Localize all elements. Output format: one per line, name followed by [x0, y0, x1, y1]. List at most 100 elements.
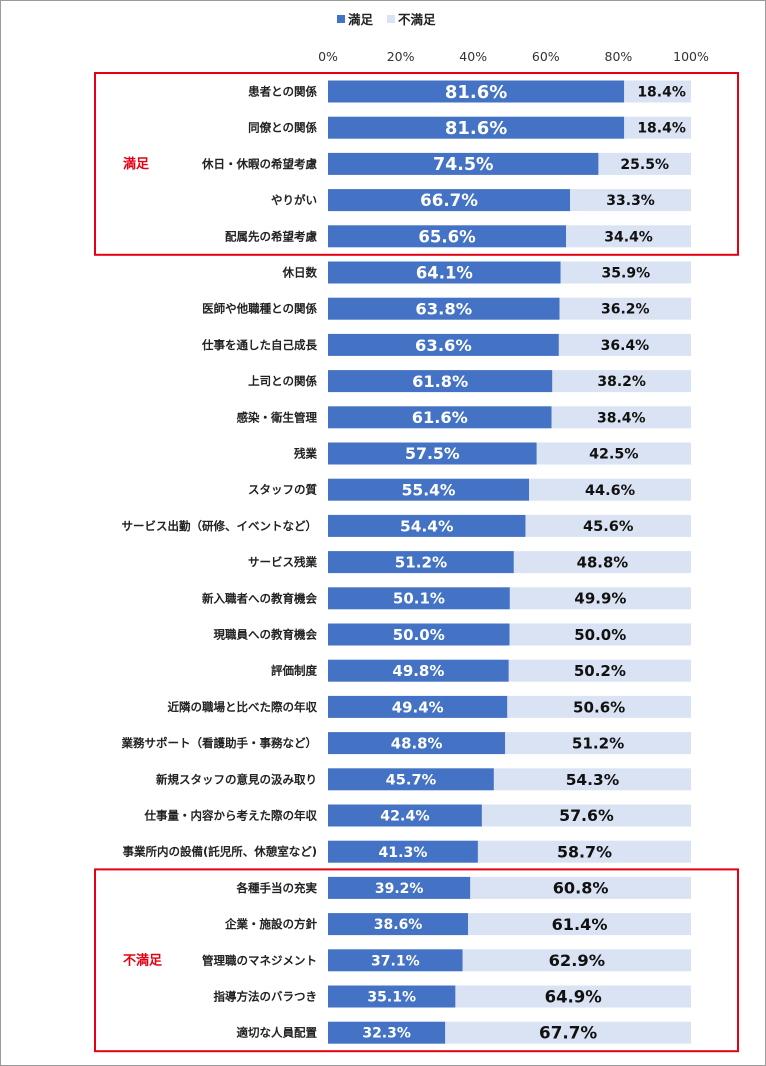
bar-dissatisfied	[624, 116, 691, 139]
bar-dissatisfied	[455, 985, 691, 1008]
bar-satisfied	[328, 80, 625, 103]
bar-satisfied	[328, 297, 560, 320]
data-label-satisfied: 63.6%	[415, 336, 472, 355]
category-label: 業務サポート（看護助手・事務など）	[121, 736, 318, 750]
data-label-dissatisfied: 44.6%	[585, 483, 636, 499]
data-label-dissatisfied: 62.9%	[549, 951, 605, 970]
data-label-dissatisfied: 38.4%	[597, 410, 646, 426]
data-label-satisfied: 66.7%	[420, 191, 478, 210]
data-label-dissatisfied: 61.4%	[552, 915, 608, 934]
data-label-satisfied: 81.6%	[445, 82, 507, 103]
bar-satisfied	[328, 876, 471, 899]
bar-satisfied	[328, 623, 510, 646]
data-label-satisfied: 61.6%	[412, 408, 468, 427]
bar-dissatisfied	[559, 297, 691, 320]
highlight-label-satisfied: 満足	[123, 156, 150, 172]
data-label-satisfied: 45.7%	[386, 772, 437, 789]
bar-dissatisfied	[513, 551, 691, 574]
category-label: 評価制度	[271, 664, 317, 678]
bar-satisfied	[328, 1021, 446, 1044]
bar-dissatisfied	[509, 623, 691, 646]
data-label-satisfied: 32.3%	[362, 1026, 411, 1042]
bar-satisfied	[328, 949, 463, 972]
data-label-dissatisfied: 36.4%	[601, 338, 650, 354]
data-label-dissatisfied: 48.8%	[577, 553, 629, 571]
bar-satisfied	[328, 551, 514, 574]
data-label-dissatisfied: 64.9%	[545, 987, 602, 1006]
bar-dissatisfied	[558, 333, 691, 356]
bar-dissatisfied	[462, 949, 691, 972]
data-label-dissatisfied: 25.5%	[620, 157, 669, 173]
data-label-dissatisfied: 51.2%	[572, 735, 624, 753]
bar-satisfied	[328, 913, 469, 936]
highlight-box-dissatisfied	[94, 868, 739, 1053]
data-label-satisfied: 39.2%	[375, 881, 424, 897]
bar-dissatisfied	[509, 587, 691, 610]
category-label: サービス出勤（研修、イベントなど）	[122, 519, 318, 533]
category-label: 事業所内の設備(託児所、休憩室など)	[122, 845, 317, 859]
legend-swatch-dissatisfied	[387, 15, 395, 23]
data-label-satisfied: 55.4%	[402, 481, 456, 499]
category-label: やりがい	[271, 193, 317, 207]
bar-dissatisfied	[481, 804, 691, 827]
bar-dissatisfied	[445, 1021, 691, 1044]
data-label-dissatisfied: 35.9%	[602, 266, 651, 282]
data-label-satisfied: 50.1%	[393, 590, 445, 608]
category-label: 休日・休暇の希望考慮	[201, 157, 317, 171]
bar-dissatisfied	[493, 768, 691, 791]
bar-satisfied	[328, 732, 506, 755]
data-label-dissatisfied: 57.6%	[559, 806, 614, 825]
data-label-dissatisfied: 34.4%	[604, 229, 653, 245]
category-label: 感染・衛生管理	[237, 410, 318, 424]
data-label-satisfied: 81.6%	[445, 118, 507, 139]
category-label: サービス残業	[248, 555, 317, 569]
category-label: 医師や他職種との関係	[202, 302, 317, 316]
data-label-satisfied: 51.2%	[395, 554, 447, 572]
bar-satisfied	[328, 442, 537, 465]
data-label-satisfied: 41.3%	[378, 845, 427, 861]
data-label-dissatisfied: 58.7%	[557, 842, 612, 861]
data-label-satisfied: 42.4%	[380, 809, 429, 825]
bar-dissatisfied	[551, 406, 691, 429]
data-label-satisfied: 63.8%	[415, 300, 472, 319]
category-label: 適切な人員配置	[237, 1026, 318, 1040]
bar-dissatisfied	[624, 80, 691, 103]
bar-satisfied	[328, 768, 494, 791]
x-tick-label: 20%	[387, 49, 415, 64]
bar-dissatisfied	[470, 876, 691, 899]
category-label: 新入職者への教育機会	[202, 591, 317, 605]
category-label: 指導方法のバラつき	[214, 990, 318, 1004]
data-label-satisfied: 38.6%	[374, 917, 423, 933]
category-label: 現職員への教育機会	[214, 628, 318, 642]
bar-satisfied	[328, 370, 553, 393]
x-tick-label: 0%	[318, 49, 338, 64]
data-label-dissatisfied: 42.5%	[589, 447, 638, 463]
legend-label-dissatisfied: 不満足	[398, 12, 436, 27]
data-label-dissatisfied: 54.3%	[566, 771, 620, 789]
bar-satisfied	[328, 406, 552, 429]
bar-satisfied	[328, 189, 571, 212]
bar-dissatisfied	[507, 695, 691, 718]
bar-dissatisfied	[525, 514, 691, 537]
category-label: 近隣の職場と比べた際の年収	[168, 700, 318, 714]
legend-label-satisfied: 満足	[348, 12, 374, 27]
highlight-box-satisfied	[94, 72, 739, 256]
bar-dissatisfied	[536, 442, 691, 465]
data-label-dissatisfied: 36.2%	[601, 302, 650, 318]
bar-dissatisfied	[508, 659, 691, 682]
data-label-dissatisfied: 67.7%	[539, 1023, 597, 1043]
data-label-dissatisfied: 50.6%	[573, 698, 625, 716]
category-label: 管理職のマネジメント	[202, 953, 317, 967]
bar-dissatisfied	[570, 189, 691, 212]
bar-satisfied	[328, 659, 509, 682]
bar-satisfied	[328, 261, 561, 284]
data-label-satisfied: 35.1%	[367, 990, 416, 1006]
x-tick-label: 80%	[605, 49, 633, 64]
category-label: 休日数	[282, 266, 318, 280]
data-label-dissatisfied: 38.2%	[597, 374, 646, 390]
category-label: 仕事を通した自己成長	[201, 338, 317, 352]
bar-dissatisfied	[505, 732, 691, 755]
data-label-satisfied: 37.1%	[371, 953, 420, 969]
bar-satisfied	[328, 804, 482, 827]
